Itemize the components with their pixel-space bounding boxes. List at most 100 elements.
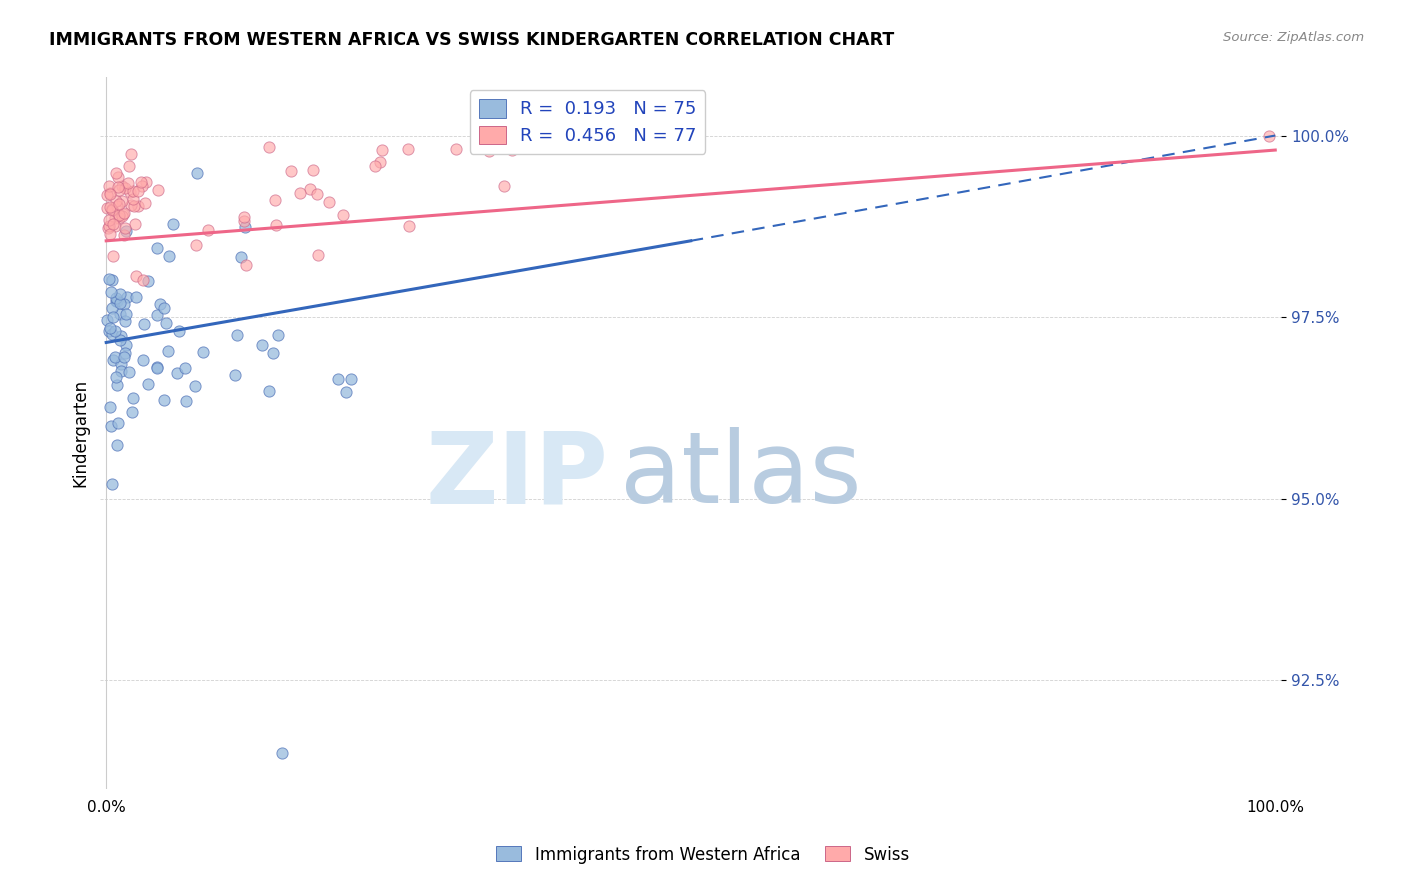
Point (159, 249, 181, 263)
Point (100, 477, 122, 491)
Point (100, 285, 122, 299)
Point (270, 746, 292, 760)
Point (114, 221, 136, 235)
Point (263, 194, 285, 208)
Point (307, 186, 329, 201)
Point (233, 210, 256, 224)
Text: atlas: atlas (620, 427, 862, 524)
Point (318, 195, 340, 210)
Point (127, 185, 149, 199)
Point (98, 401, 121, 415)
Point (280, 164, 302, 178)
Point (332, 208, 354, 222)
Point (112, 228, 135, 243)
Point (107, 183, 129, 197)
Text: Source: ZipAtlas.com: Source: ZipAtlas.com (1223, 31, 1364, 45)
Point (492, 179, 515, 194)
Point (132, 273, 155, 287)
Point (259, 140, 281, 154)
Point (167, 325, 190, 339)
Point (96, 201, 118, 215)
Point (110, 363, 132, 377)
Point (105, 293, 128, 308)
Y-axis label: Kindergarten: Kindergarten (72, 379, 89, 487)
Point (101, 203, 124, 218)
Point (118, 365, 141, 379)
Point (264, 218, 287, 232)
Point (340, 372, 363, 386)
Point (145, 242, 167, 256)
Point (111, 178, 134, 193)
Point (136, 274, 159, 288)
Point (262, 345, 284, 359)
Point (135, 175, 157, 189)
Point (125, 268, 148, 283)
Point (110, 296, 132, 310)
Point (98, 186, 121, 201)
Text: ZIP: ZIP (425, 427, 607, 524)
Point (105, 437, 128, 451)
Point (117, 176, 139, 190)
Point (98, 200, 121, 214)
Point (108, 307, 131, 321)
Point (298, 182, 321, 196)
Point (98, 186, 121, 200)
Point (288, 186, 311, 200)
Point (114, 314, 136, 328)
Point (107, 208, 129, 222)
Point (122, 192, 145, 206)
Point (105, 293, 128, 308)
Point (259, 384, 281, 398)
Point (186, 166, 208, 180)
Point (121, 392, 143, 406)
Point (105, 199, 128, 213)
Point (114, 224, 136, 238)
Point (153, 393, 176, 408)
Point (114, 180, 136, 194)
Point (149, 297, 172, 311)
Point (103, 217, 125, 231)
Point (97, 271, 120, 285)
Point (138, 376, 160, 391)
Point (111, 194, 134, 209)
Point (307, 248, 329, 262)
Legend: R =  0.193   N = 75, R =  0.456   N = 77: R = 0.193 N = 75, R = 0.456 N = 77 (470, 90, 706, 154)
Point (100, 326, 122, 341)
Point (118, 159, 141, 173)
Point (121, 405, 143, 419)
Point (98, 321, 121, 335)
Point (104, 291, 127, 305)
Point (122, 199, 145, 213)
Point (132, 317, 155, 331)
Point (478, 144, 501, 158)
Point (96, 312, 118, 326)
Point (98, 227, 121, 241)
Point (127, 199, 149, 213)
Point (101, 202, 124, 217)
Point (118, 186, 141, 200)
Point (267, 327, 290, 342)
Point (110, 357, 132, 371)
Point (233, 214, 256, 228)
Point (250, 337, 273, 351)
Point (1258, 128, 1281, 143)
Point (157, 343, 180, 358)
Point (174, 361, 197, 376)
Point (224, 368, 246, 382)
Point (302, 163, 325, 178)
Point (326, 371, 349, 385)
Point (235, 258, 257, 272)
Point (104, 350, 127, 364)
Point (233, 220, 256, 235)
Point (120, 147, 142, 161)
Point (101, 248, 124, 262)
Point (153, 301, 176, 315)
Point (104, 211, 127, 226)
Point (101, 310, 124, 325)
Point (122, 184, 145, 198)
Point (176, 393, 198, 408)
Point (115, 291, 138, 305)
Point (229, 250, 252, 264)
Point (335, 385, 357, 400)
Point (131, 179, 153, 194)
